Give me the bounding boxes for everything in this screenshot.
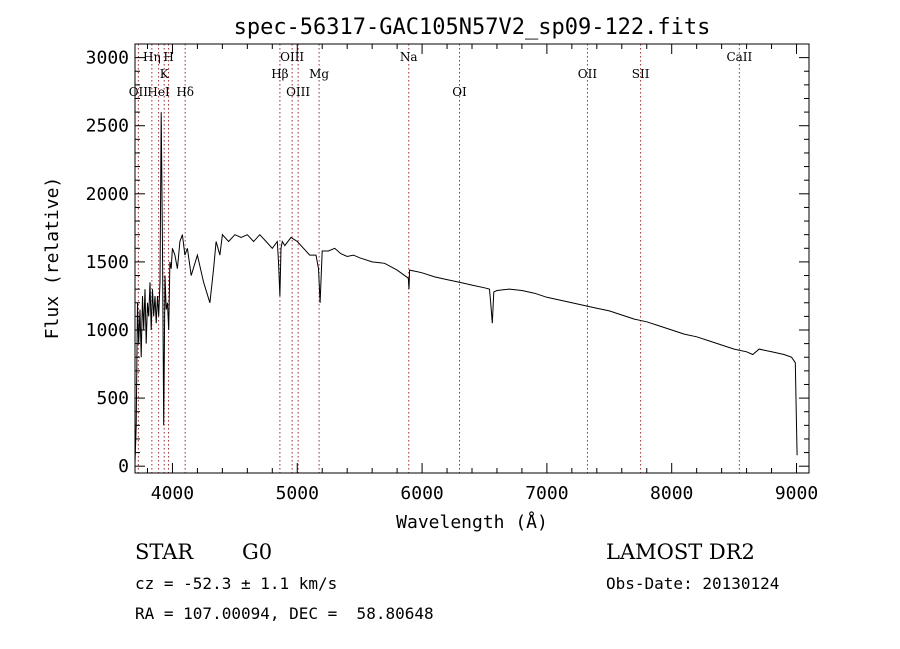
x-tick-label: 7000 xyxy=(525,483,568,504)
y-tick-label: 1500 xyxy=(86,252,129,273)
line-label: OI xyxy=(452,85,467,99)
chart-title: spec-56317-GAC105N57V2_sp09-122.fits xyxy=(234,15,711,40)
x-tick-label: 4000 xyxy=(151,483,194,504)
y-tick-label: 3000 xyxy=(86,48,129,69)
coordinates-readout: RA = 107.00094, DEC = 58.80648 xyxy=(135,604,434,623)
line-label: SII xyxy=(632,67,650,81)
object-subclass: G0 xyxy=(242,540,273,564)
x-tick-label: 8000 xyxy=(650,483,693,504)
survey-name: LAMOST DR2 xyxy=(606,540,755,564)
line-label: HeI xyxy=(147,85,170,99)
y-tick-label: 500 xyxy=(96,388,129,409)
x-axis-ticks: 4000 5000 6000 7000 8000 9000 xyxy=(146,44,818,504)
line-label: H xyxy=(163,50,173,64)
x-axis-label: Wavelength (Å) xyxy=(396,511,548,533)
spectrum-line xyxy=(134,112,798,464)
line-label: OIII xyxy=(280,50,304,64)
object-class: STAR xyxy=(135,540,194,564)
emission-line-labels: OII Hη HeI KH Hδ Hβ OIII OIII Mg Na OI OII SII CaII xyxy=(129,50,753,99)
y-axis-label: Flux (relative) xyxy=(42,177,63,340)
line-label: CaII xyxy=(726,50,752,64)
y-axis-ticks: 0 500 1000 1500 2000 2500 3000 xyxy=(86,48,809,477)
line-label: Hη xyxy=(143,50,161,64)
line-label: Hβ xyxy=(271,67,288,81)
x-tick-label: 9000 xyxy=(775,483,818,504)
y-tick-label: 2500 xyxy=(86,116,129,137)
y-tick-label: 1000 xyxy=(86,320,129,341)
x-tick-label: 6000 xyxy=(400,483,443,504)
line-label: Na xyxy=(400,50,418,64)
line-label: Mg xyxy=(309,67,329,81)
y-tick-label: 0 xyxy=(118,456,129,477)
redshift-readout: cz = -52.3 ± 1.1 km/s xyxy=(135,574,338,593)
line-label: OII xyxy=(129,85,149,99)
line-label: OIII xyxy=(286,85,310,99)
x-tick-label: 5000 xyxy=(276,483,319,504)
line-label: K xyxy=(160,67,170,81)
line-label: OII xyxy=(578,67,598,81)
plot-frame xyxy=(134,43,810,474)
line-label: Hδ xyxy=(176,85,194,99)
emission-line-markers xyxy=(137,44,740,473)
observation-date: Obs-Date: 20130124 xyxy=(606,574,780,593)
y-tick-label: 2000 xyxy=(86,184,129,205)
